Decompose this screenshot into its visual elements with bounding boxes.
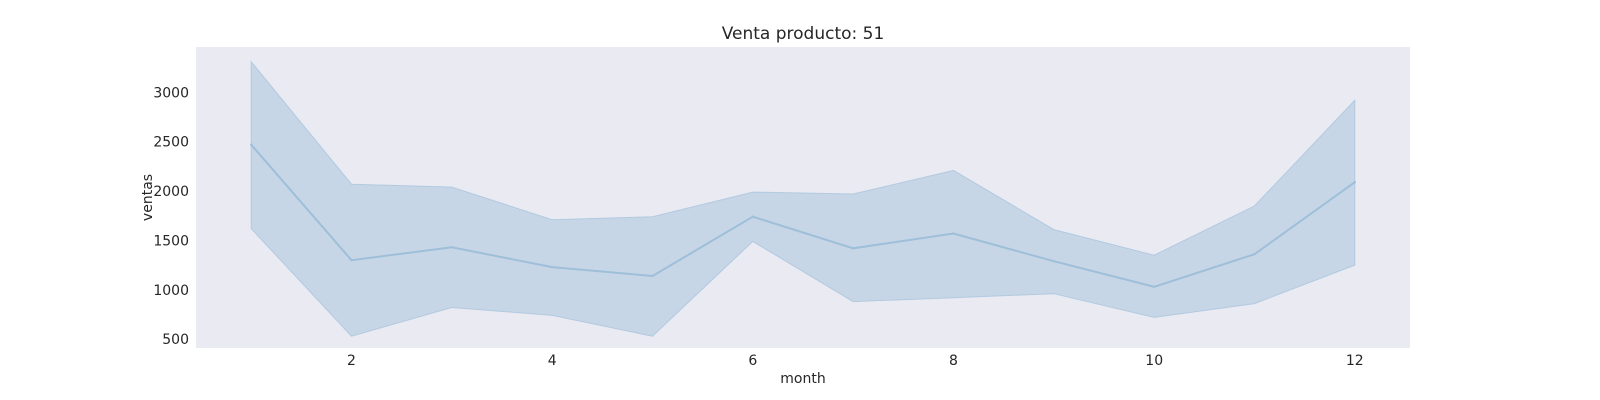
x-tick-label: 12 — [1346, 353, 1364, 369]
y-tick-label: 1000 — [153, 283, 189, 299]
data-point — [1052, 260, 1056, 263]
data-point — [551, 265, 554, 269]
data-point — [1153, 285, 1156, 288]
data-point — [1253, 253, 1256, 256]
x-tick-label: 4 — [548, 353, 557, 369]
x-tick-label: 6 — [748, 353, 757, 369]
x-axis-label: month — [780, 371, 825, 387]
chart-title: Venta producto: 51 — [722, 24, 885, 44]
data-point — [651, 274, 654, 278]
y-tick-label: 1500 — [153, 233, 189, 249]
data-point — [751, 215, 754, 218]
data-point — [1353, 181, 1357, 184]
y-tick-label: 2500 — [153, 135, 189, 151]
data-point — [450, 246, 453, 249]
data-point — [952, 232, 955, 235]
y-axis-label: ventas — [140, 174, 156, 221]
x-tick-label: 10 — [1145, 353, 1163, 369]
data-point — [250, 143, 253, 146]
y-tick-label: 3000 — [153, 85, 189, 101]
y-tick-label: 500 — [162, 332, 189, 348]
y-tick-label: 2000 — [153, 184, 189, 200]
series-line — [250, 144, 1356, 288]
x-tick-label: 2 — [347, 353, 356, 369]
x-tick-label: 8 — [949, 353, 958, 369]
data-point — [852, 247, 855, 250]
data-point — [350, 259, 353, 262]
